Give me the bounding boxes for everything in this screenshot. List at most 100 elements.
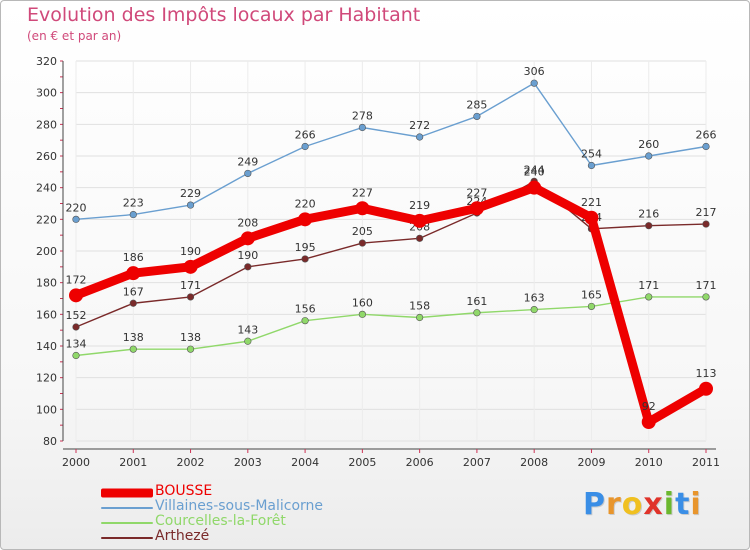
data-point-courcelles-la-foret xyxy=(186,345,195,353)
data-label-bousse: 227 xyxy=(352,186,373,199)
data-label-bousse: 219 xyxy=(409,199,430,212)
data-label-bousse: 186 xyxy=(123,251,144,264)
logo-letter: r xyxy=(606,487,622,522)
data-label-courcelles-la-foret: 163 xyxy=(524,292,545,305)
data-label-villaines-sous-malicorne: 278 xyxy=(352,110,373,123)
data-point-courcelles-la-foret xyxy=(129,345,137,353)
x-tick-label: 2006 xyxy=(406,456,434,469)
data-label-artheze: 205 xyxy=(352,225,373,238)
y-tick-label: 280 xyxy=(36,118,57,131)
chart-title: Evolution des Impôts locaux par Habitant xyxy=(27,4,421,26)
data-label-artheze: 190 xyxy=(237,249,258,262)
data-label-courcelles-la-foret: 171 xyxy=(638,279,659,292)
data-label-villaines-sous-malicorne: 249 xyxy=(237,155,258,168)
x-tick-label: 2000 xyxy=(62,456,90,469)
data-point-bousse xyxy=(584,210,599,225)
data-label-courcelles-la-foret: 160 xyxy=(352,296,373,309)
data-label-artheze: 217 xyxy=(696,206,717,219)
y-tick-label: 300 xyxy=(36,87,57,100)
data-point-bousse xyxy=(69,288,83,303)
x-tick-label: 2005 xyxy=(348,456,376,469)
data-label-villaines-sous-malicorne: 229 xyxy=(180,187,201,200)
data-label-artheze: 195 xyxy=(295,241,316,254)
data-label-artheze: 171 xyxy=(180,279,201,292)
x-tick-label: 2003 xyxy=(234,456,262,469)
legend-swatch xyxy=(101,488,153,497)
data-label-artheze: 244 xyxy=(524,163,545,176)
legend-label: BOUSSE xyxy=(155,483,213,499)
data-point-villaines-sous-malicorne xyxy=(129,210,137,219)
y-tick-label: 80 xyxy=(43,435,57,448)
data-label-bousse: 190 xyxy=(180,245,201,258)
data-label-courcelles-la-foret: 171 xyxy=(696,279,717,292)
data-point-bousse xyxy=(126,266,141,281)
data-label-artheze: 216 xyxy=(638,208,659,221)
y-tick-label: 180 xyxy=(36,277,57,290)
series-line-artheze xyxy=(75,180,707,328)
data-point-bousse xyxy=(298,212,313,227)
data-point-courcelles-la-foret xyxy=(702,293,710,301)
data-point-villaines-sous-malicorne xyxy=(702,142,710,151)
data-label-bousse: 221 xyxy=(581,196,602,209)
proxiti-logo: Proxiti xyxy=(583,487,702,522)
y-tick-label: 160 xyxy=(36,308,57,321)
data-label-bousse: 92 xyxy=(642,400,656,413)
y-tick-label: 240 xyxy=(36,182,57,195)
data-label-villaines-sous-malicorne: 266 xyxy=(696,129,717,142)
data-point-villaines-sous-malicorne xyxy=(645,152,653,160)
data-label-courcelles-la-foret: 158 xyxy=(409,300,430,313)
data-label-bousse: 227 xyxy=(466,186,487,199)
data-point-artheze xyxy=(244,263,252,271)
data-label-artheze: 152 xyxy=(66,309,87,322)
x-tick-label: 2011 xyxy=(692,456,720,469)
data-point-villaines-sous-malicorne xyxy=(186,201,195,209)
data-point-villaines-sous-malicorne xyxy=(530,79,538,87)
data-label-villaines-sous-malicorne: 306 xyxy=(524,65,545,78)
logo-letter: t xyxy=(675,487,691,522)
data-point-courcelles-la-foret xyxy=(416,313,424,322)
data-point-bousse xyxy=(641,415,656,429)
data-point-villaines-sous-malicorne xyxy=(473,112,481,121)
y-tick-label: 120 xyxy=(36,372,57,385)
data-point-artheze xyxy=(186,293,195,301)
legend-label: Villaines-sous-Malicorne xyxy=(155,498,324,514)
data-point-bousse xyxy=(183,259,198,274)
data-point-villaines-sous-malicorne xyxy=(416,133,424,141)
logo-letter: i xyxy=(663,487,676,522)
data-point-villaines-sous-malicorne xyxy=(244,169,252,178)
series-line-bousse xyxy=(71,183,711,427)
data-label-courcelles-la-foret: 138 xyxy=(123,331,144,344)
logo-letter: P xyxy=(583,487,606,522)
data-point-artheze xyxy=(72,323,80,331)
y-tick-label: 100 xyxy=(36,403,57,416)
data-label-bousse: 220 xyxy=(295,197,316,210)
data-point-bousse xyxy=(469,201,484,216)
y-tick-label: 200 xyxy=(36,245,57,258)
legend-swatch xyxy=(101,521,153,524)
data-point-bousse xyxy=(527,180,542,195)
data-point-villaines-sous-malicorne xyxy=(72,215,80,223)
legend-label: Arthezé xyxy=(155,528,210,544)
data-point-artheze xyxy=(358,239,366,247)
x-tick-label: 2009 xyxy=(577,456,605,469)
y-tick-label: 260 xyxy=(36,150,57,163)
data-label-villaines-sous-malicorne: 260 xyxy=(638,138,659,151)
data-label-villaines-sous-malicorne: 266 xyxy=(295,129,316,142)
y-tick-label: 220 xyxy=(36,213,57,226)
data-label-bousse: 208 xyxy=(237,216,258,229)
data-point-bousse xyxy=(240,231,255,246)
x-tick-label: 2004 xyxy=(291,456,319,469)
data-point-villaines-sous-malicorne xyxy=(301,142,309,151)
data-point-courcelles-la-foret xyxy=(301,317,309,325)
legend-swatch xyxy=(101,506,153,509)
data-point-courcelles-la-foret xyxy=(587,302,596,311)
x-tick-label: 2010 xyxy=(635,456,663,469)
data-point-artheze xyxy=(129,299,137,307)
data-point-artheze xyxy=(645,222,653,230)
data-label-courcelles-la-foret: 161 xyxy=(466,295,487,308)
data-label-villaines-sous-malicorne: 220 xyxy=(66,201,87,214)
logo-letter: o xyxy=(621,487,644,522)
data-label-courcelles-la-foret: 143 xyxy=(237,323,258,336)
